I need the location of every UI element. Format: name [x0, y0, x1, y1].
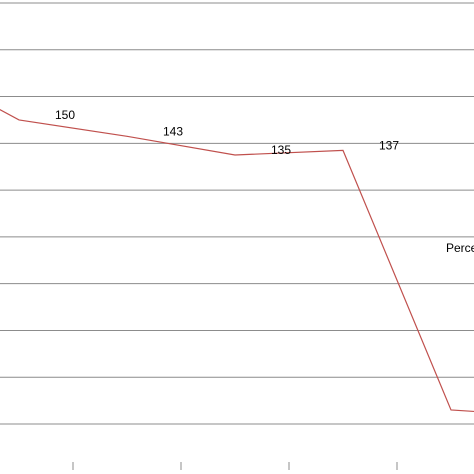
- data-label: 137: [379, 139, 399, 153]
- data-label: 150: [55, 108, 75, 122]
- series-label: Perce: [446, 241, 474, 255]
- data-label: 135: [271, 143, 291, 157]
- data-label: 143: [163, 124, 183, 138]
- line: [0, 108, 474, 413]
